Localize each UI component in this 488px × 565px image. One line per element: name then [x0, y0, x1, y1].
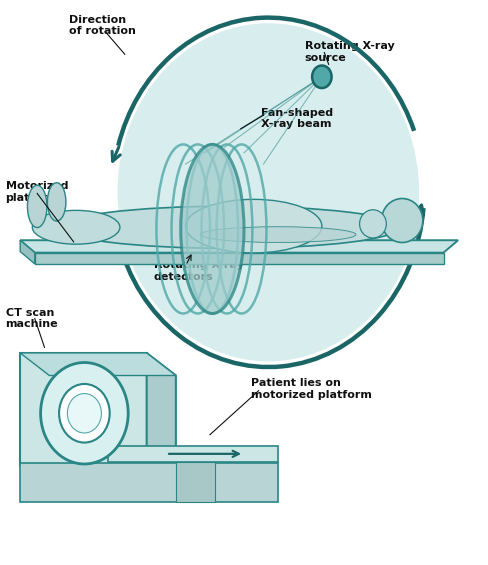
Ellipse shape	[185, 199, 322, 253]
Ellipse shape	[59, 206, 400, 249]
Ellipse shape	[27, 185, 47, 228]
Circle shape	[41, 363, 128, 464]
Text: CT scan
machine: CT scan machine	[5, 308, 58, 329]
Polygon shape	[176, 462, 215, 502]
Text: Motorized
platform: Motorized platform	[5, 181, 68, 203]
Circle shape	[312, 66, 331, 88]
Text: Direction
of rotation: Direction of rotation	[69, 15, 136, 36]
Ellipse shape	[200, 227, 356, 242]
Polygon shape	[20, 240, 458, 253]
Ellipse shape	[118, 23, 419, 362]
Polygon shape	[20, 353, 176, 376]
Text: Rotating X-ray
source: Rotating X-ray source	[305, 41, 395, 63]
Ellipse shape	[181, 145, 244, 314]
Circle shape	[67, 394, 102, 433]
Ellipse shape	[382, 198, 423, 242]
Text: Rotating X-ray
detectors: Rotating X-ray detectors	[154, 260, 244, 281]
Circle shape	[59, 384, 110, 442]
Polygon shape	[108, 446, 278, 462]
Polygon shape	[20, 240, 35, 264]
Ellipse shape	[47, 182, 66, 221]
Polygon shape	[147, 353, 176, 488]
Ellipse shape	[360, 210, 386, 238]
Text: Fan-shaped
X-ray beam: Fan-shaped X-ray beam	[261, 108, 333, 129]
Polygon shape	[20, 463, 278, 502]
Text: Patient lies on
motorized platform: Patient lies on motorized platform	[251, 379, 372, 400]
Polygon shape	[35, 253, 444, 264]
Ellipse shape	[32, 210, 120, 244]
Polygon shape	[20, 353, 147, 466]
